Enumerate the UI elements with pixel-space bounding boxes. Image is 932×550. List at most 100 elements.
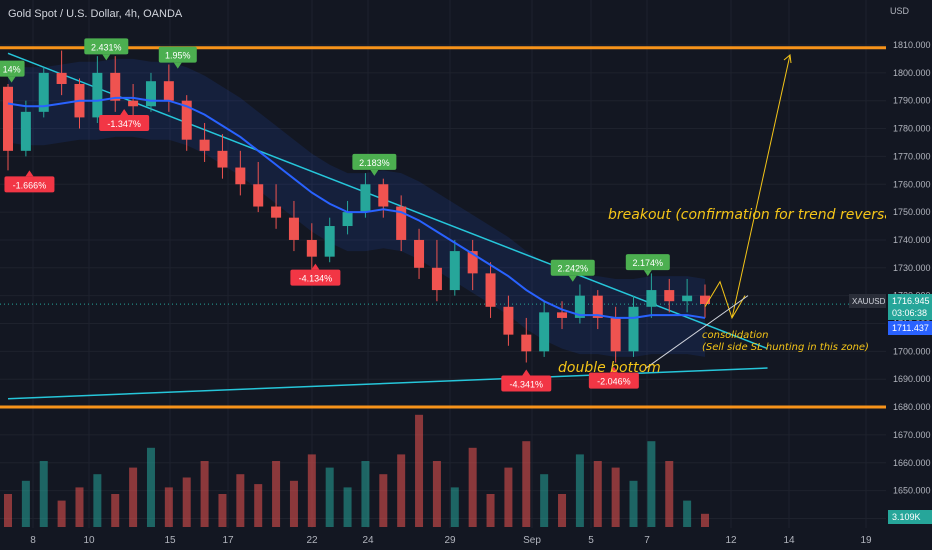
candle-body (110, 72, 121, 101)
price-tick: 1750.000 (893, 207, 931, 217)
swing-label-text: -1.347% (107, 119, 141, 129)
candle-body (199, 139, 210, 151)
price-tick: 1700.000 (893, 346, 931, 356)
volume-bar (200, 461, 209, 527)
swing-label-box (4, 176, 55, 193)
volume-bar (486, 494, 495, 527)
swing-label-pointer (609, 366, 618, 373)
candle-body (646, 290, 657, 307)
volume-bar (504, 467, 513, 527)
trendline (7, 367, 768, 400)
swing-label-text: -4.134% (299, 274, 333, 284)
candle-body (235, 167, 246, 185)
breakout-arrow (731, 54, 791, 319)
volume-bar (164, 487, 173, 527)
swing-label: -1.666% (4, 170, 55, 193)
volume-bar (21, 480, 30, 527)
volume-bar (4, 494, 12, 527)
volume-bar (665, 461, 674, 527)
ma-value-tag (888, 321, 932, 335)
price-tick: 1790.000 (893, 96, 931, 106)
volume-bar (540, 474, 549, 527)
time-tick: 19 (860, 535, 872, 546)
swing-label-text: 2.183% (359, 158, 390, 168)
swing-label-pointer (7, 76, 16, 83)
volume-bar (683, 500, 692, 527)
volume-bar (325, 467, 334, 527)
volume-bar (593, 461, 602, 527)
volume-bar (93, 474, 102, 527)
price-tick: 1760.000 (893, 179, 931, 189)
candle-body (592, 295, 603, 318)
price-tick: 1780.000 (893, 124, 931, 134)
swing-label: 2.183% (352, 153, 397, 176)
candle-body (145, 81, 156, 107)
volume-bar (39, 461, 48, 527)
swing-label-pointer (568, 275, 577, 282)
volume-bar (75, 487, 84, 527)
time-tick: 10 (83, 535, 95, 546)
volume-tag (888, 510, 932, 524)
volume-bar (343, 487, 352, 527)
candle-body (521, 334, 532, 352)
candle-body (467, 251, 478, 274)
swing-label-box (501, 375, 552, 392)
annotation-sl-hunting: (Sell side SL hunting in this zone) (702, 342, 869, 353)
candle-body (306, 239, 317, 257)
time-tick: 12 (725, 535, 737, 546)
volume-bar (432, 461, 441, 527)
swing-label-pointer (173, 62, 182, 69)
consolidation-path (704, 280, 746, 320)
swing-label-box (84, 38, 129, 55)
candle-body (431, 267, 442, 291)
time-tick: 17 (222, 535, 234, 546)
candle-body (324, 226, 335, 257)
symbol-title: Gold Spot / U.S. Dollar, 4h, OANDA (8, 8, 183, 20)
price-axis[interactable]: USD 1810.000 1800.000 1790.000 1780.000 1770… (849, 0, 932, 550)
candle-body (610, 317, 621, 352)
time-tick: 29 (444, 535, 456, 546)
bar-countdown: 03:06:38 (892, 308, 927, 318)
price-tick: 1800.000 (893, 68, 931, 78)
volume-bar (611, 467, 620, 527)
candle-body (378, 184, 389, 207)
volume-bar (361, 461, 370, 527)
price-tick: 1660.000 (893, 458, 931, 468)
volume-bar (272, 461, 281, 527)
volume-bar (146, 447, 155, 527)
candle-body (253, 184, 264, 207)
candle-body (700, 295, 710, 305)
annotation-consolidation: consolidation (702, 330, 768, 341)
volume-bar (111, 494, 120, 527)
candle-body (574, 295, 585, 318)
swing-label-text: 14% (3, 65, 21, 75)
candle-body (342, 212, 353, 227)
time-tick: 14 (783, 535, 795, 546)
candle-body (217, 150, 228, 168)
volume-bar (701, 513, 709, 527)
projection-arrows (645, 54, 792, 369)
swing-label-text: 2.174% (633, 258, 664, 268)
candle-body (92, 72, 103, 118)
swing-label-pointer (25, 170, 34, 177)
swing-label-box (99, 115, 150, 132)
candle-body (56, 72, 67, 84)
candle-body (271, 206, 282, 218)
candle-body (38, 72, 49, 112)
swing-label: 14% (0, 60, 25, 83)
last-price: 1716.945 (892, 296, 930, 306)
breakout-arrow-head (783, 54, 792, 64)
ma-value: 1711.437 (892, 323, 929, 333)
volume-value: 3.109K (892, 512, 921, 522)
swing-label-text: -1.666% (13, 180, 47, 190)
volume-bar (236, 474, 245, 527)
swing-label: 2.242% (550, 259, 595, 282)
time-axis[interactable]: 8 10 15 17 22 24 29 Sep 5 7 12 14 19 (0, 528, 886, 550)
swing-label-pointer (522, 369, 531, 376)
volume-bar (629, 480, 638, 527)
swing-label: -2.046% (588, 366, 639, 389)
volume-bar (468, 447, 477, 527)
horizontal-levels (0, 46, 886, 409)
swing-label: -4.341% (501, 369, 552, 392)
